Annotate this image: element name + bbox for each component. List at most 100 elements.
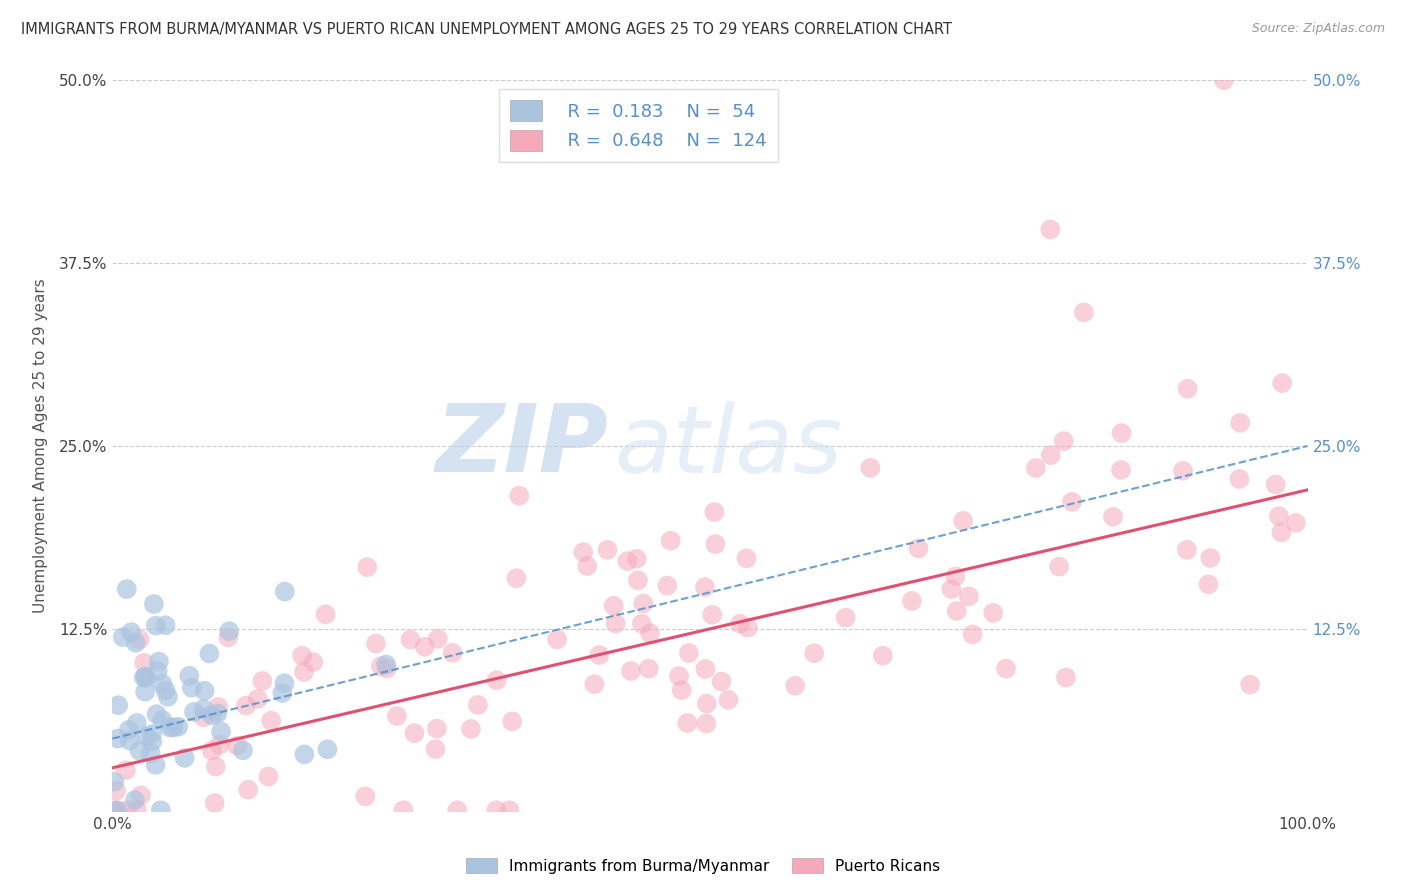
Point — [1175, 542, 1198, 557]
Point — [167, 720, 190, 734]
Point — [426, 632, 449, 646]
Point — [702, 607, 724, 622]
Point — [105, 803, 128, 817]
Point — [671, 683, 693, 698]
Point — [207, 699, 229, 714]
Point — [485, 673, 508, 688]
Point — [194, 683, 217, 698]
Point — [124, 636, 146, 650]
Text: atlas: atlas — [614, 401, 842, 491]
Point — [107, 731, 129, 746]
Point — [198, 647, 221, 661]
Point — [696, 697, 718, 711]
Point — [859, 461, 882, 475]
Point — [1268, 509, 1291, 524]
Point — [596, 542, 619, 557]
Point — [291, 648, 314, 663]
Point — [1177, 382, 1199, 396]
Point — [508, 489, 530, 503]
Point — [364, 637, 387, 651]
Point — [399, 632, 422, 647]
Point — [155, 683, 177, 698]
Point — [155, 618, 177, 632]
Point — [101, 803, 124, 817]
Point — [498, 803, 520, 817]
Point — [783, 679, 806, 693]
Point — [703, 505, 725, 519]
Point — [1039, 222, 1062, 236]
Point — [1213, 73, 1236, 87]
Point — [105, 783, 128, 797]
Point — [1271, 376, 1294, 391]
Point — [1171, 464, 1194, 478]
Point — [111, 630, 134, 644]
Point — [872, 648, 894, 663]
Point — [901, 594, 924, 608]
Point — [834, 610, 856, 624]
Point — [392, 803, 415, 817]
Point — [945, 569, 967, 583]
Point — [657, 579, 679, 593]
Point — [693, 580, 716, 594]
Point — [183, 705, 205, 719]
Point — [204, 759, 226, 773]
Point — [803, 646, 825, 660]
Point — [193, 702, 215, 716]
Point — [118, 733, 141, 747]
Point — [217, 630, 239, 644]
Point — [626, 551, 648, 566]
Point — [460, 722, 482, 736]
Point — [207, 706, 229, 721]
Point — [995, 662, 1018, 676]
Point — [315, 607, 337, 622]
Point — [1039, 448, 1062, 462]
Point — [695, 716, 717, 731]
Point — [209, 724, 232, 739]
Point — [945, 604, 967, 618]
Point — [125, 715, 148, 730]
Point — [572, 545, 595, 559]
Point — [159, 720, 181, 734]
Point — [129, 789, 152, 803]
Point — [292, 665, 315, 679]
Point — [627, 574, 650, 588]
Point — [257, 770, 280, 784]
Point — [134, 656, 156, 670]
Point — [274, 584, 297, 599]
Point — [620, 664, 643, 678]
Point — [135, 671, 157, 685]
Point — [631, 616, 654, 631]
Point — [115, 582, 138, 596]
Point — [1102, 509, 1125, 524]
Point — [1054, 671, 1077, 685]
Point — [1025, 461, 1047, 475]
Point — [103, 774, 125, 789]
Point — [294, 747, 316, 762]
Point — [676, 716, 699, 731]
Point — [710, 674, 733, 689]
Point — [141, 727, 163, 741]
Point — [135, 670, 157, 684]
Point — [668, 669, 690, 683]
Point — [735, 551, 758, 566]
Point — [145, 757, 167, 772]
Point — [105, 803, 128, 817]
Point — [132, 670, 155, 684]
Point — [588, 648, 610, 662]
Point — [179, 669, 201, 683]
Point — [385, 709, 408, 723]
Point — [226, 739, 249, 753]
Point — [446, 803, 468, 817]
Point — [704, 537, 727, 551]
Legend: Immigrants from Burma/Myanmar, Puerto Ricans: Immigrants from Burma/Myanmar, Puerto Ri… — [460, 852, 946, 880]
Point — [467, 698, 489, 712]
Point — [485, 803, 508, 817]
Point — [238, 782, 260, 797]
Point — [150, 713, 173, 727]
Point — [717, 693, 740, 707]
Point — [441, 646, 464, 660]
Point — [678, 646, 700, 660]
Point — [156, 690, 179, 704]
Point — [1073, 305, 1095, 319]
Point — [115, 803, 138, 817]
